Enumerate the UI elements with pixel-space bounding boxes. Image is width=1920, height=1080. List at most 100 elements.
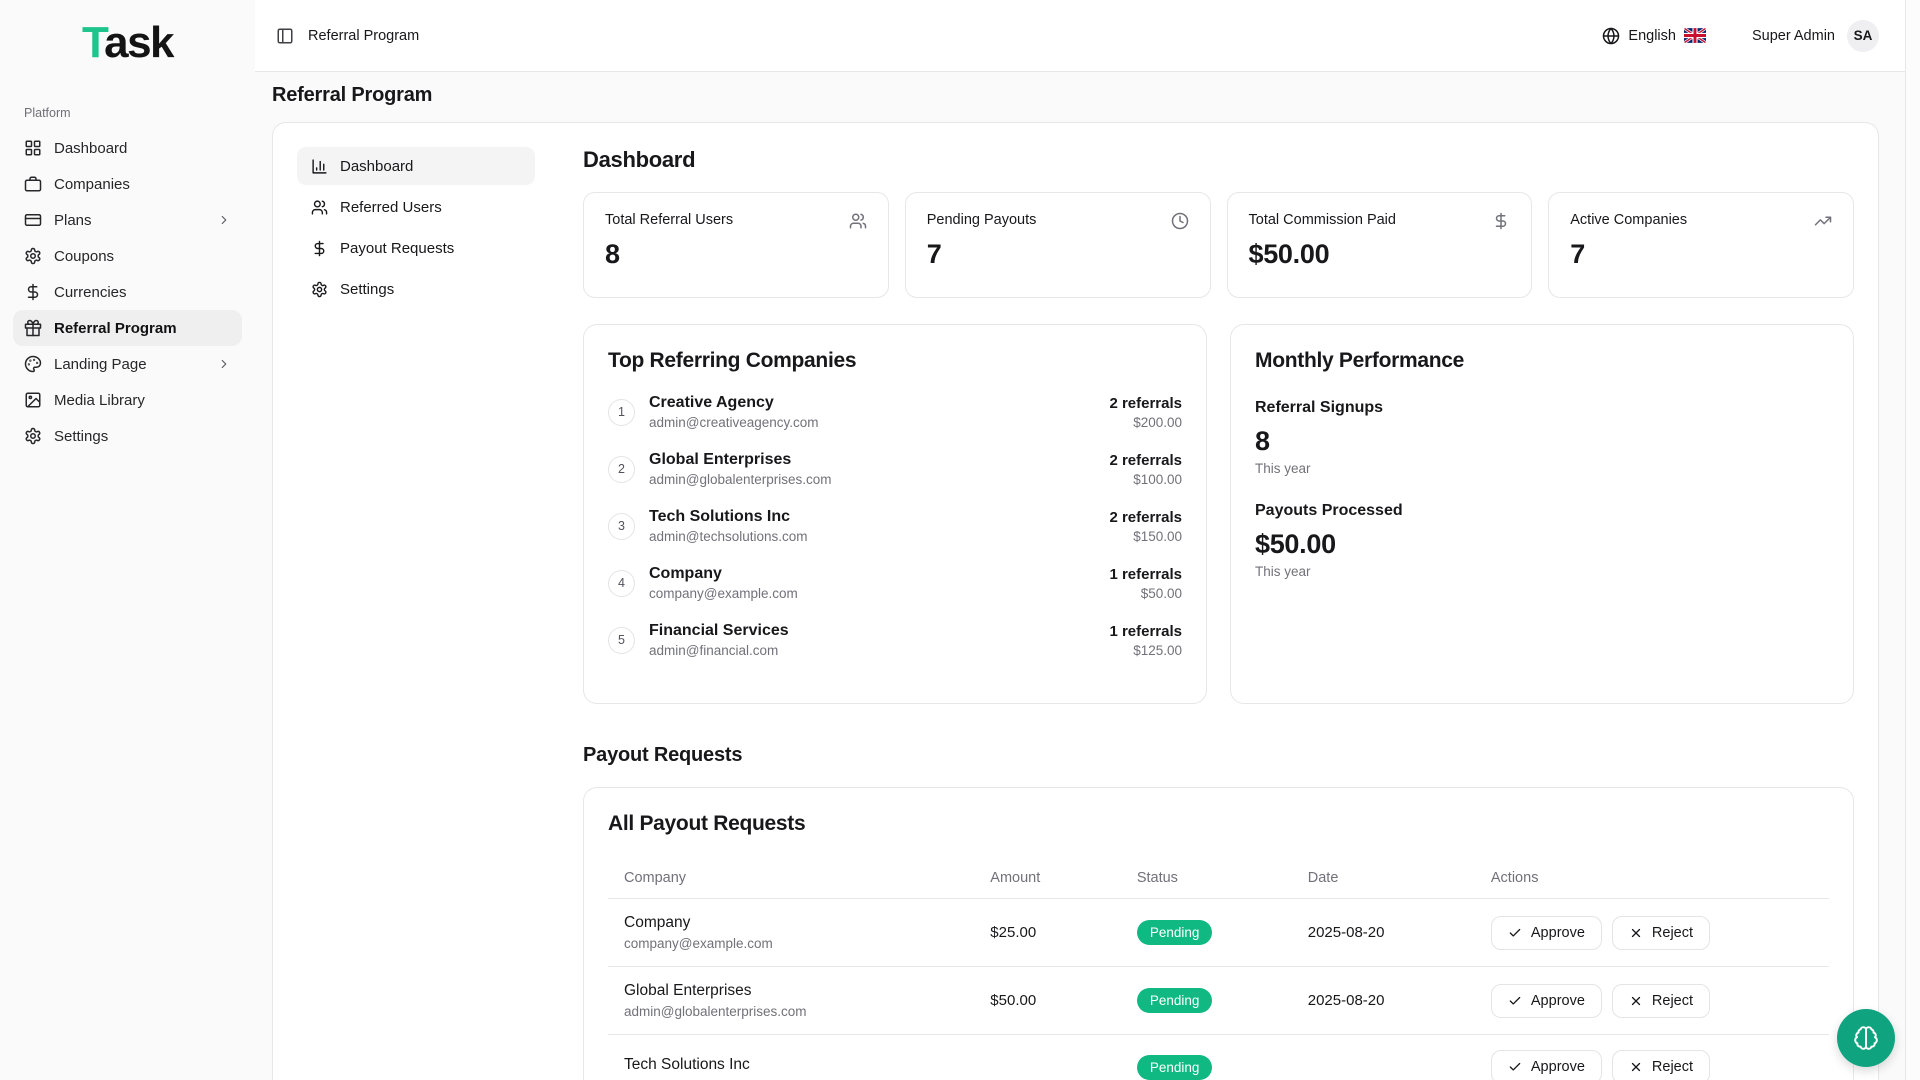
company-name: Financial Services (649, 622, 789, 639)
main-area: Referral Program English Super Admin SA … (255, 0, 1905, 1080)
sidebar-item-settings[interactable]: Settings (13, 418, 242, 454)
stat-label: Active Companies (1570, 212, 1688, 228)
cell-company-name: Company (624, 914, 691, 931)
check-icon (1509, 928, 1521, 937)
sidebar-item-plans[interactable]: Plans (13, 202, 242, 238)
table-row: Company company@example.com $25.00 Pendi… (608, 898, 1829, 967)
dollar-icon (314, 240, 325, 256)
reject-button[interactable]: Reject (1611, 1050, 1711, 1080)
metric-value: $50.00 (1255, 529, 1336, 559)
tab-label: Payout Requests (340, 239, 455, 257)
stat-card-active-companies: Active Companies 7 (1548, 192, 1854, 298)
rank-badge: 4 (608, 569, 635, 597)
top-referring-companies-card: Top Referring Companies 1 Creative Agenc… (583, 324, 1207, 704)
stat-card-pending-payouts: Pending Payouts 7 (904, 192, 1211, 298)
card-title: Monthly Performance (1255, 349, 1465, 372)
breadcrumb: Referral Program (308, 27, 420, 44)
sidebar-item-label: Plans (54, 211, 92, 229)
all-payout-requests-card: All Payout Requests Company Amount Statu… (583, 787, 1854, 1080)
page-content: Referral Program Dashboard Referred User… (255, 72, 1905, 1080)
referral-panel: Dashboard Referred Users Payout Requests… (272, 122, 1879, 1080)
tab-settings[interactable]: Settings (297, 270, 535, 308)
list-item: 1 Creative Agency admin@creativeagency.c… (608, 394, 1182, 430)
gift-icon (24, 319, 42, 337)
rank-badge: 2 (608, 455, 635, 483)
reject-button[interactable]: Reject (1611, 915, 1711, 950)
stat-value: 7 (1570, 239, 1585, 269)
sidebar: Task Platform Dashboard Companies Plans … (0, 0, 255, 1080)
sidebar-item-label: Companies (54, 175, 130, 193)
sidebar-item-companies[interactable]: Companies (13, 166, 242, 202)
sidebar-item-coupons[interactable]: Coupons (13, 238, 242, 274)
referral-amount: $200.00 (1133, 414, 1182, 430)
sidebar-item-landing-page[interactable]: Landing Page (13, 346, 242, 382)
referral-amount: $50.00 (1140, 585, 1182, 601)
logo-rest: ask (104, 18, 174, 67)
chevron-right-icon (221, 359, 227, 369)
reject-button[interactable]: Reject (1611, 983, 1711, 1018)
sidebar-item-currencies[interactable]: Currencies (13, 274, 242, 310)
status-badge: Pending (1136, 1054, 1213, 1080)
header-right: English Super Admin SA (1602, 19, 1879, 52)
metric-label: Referral Signups (1255, 399, 1384, 416)
sidebar-item-label: Coupons (54, 247, 115, 265)
column-header-company: Company (608, 858, 975, 899)
tab-dashboard[interactable]: Dashboard (297, 147, 535, 185)
referral-count: 2 referrals (1109, 508, 1182, 526)
referral-amount: $150.00 (1133, 528, 1182, 544)
sidebar-item-referral-program[interactable]: Referral Program (13, 310, 242, 346)
page-scrollbar[interactable] (1905, 0, 1920, 1080)
company-name: Tech Solutions Inc (649, 508, 791, 525)
dollar-icon (1496, 212, 1507, 230)
sidebar-item-label: Media Library (54, 391, 145, 409)
stat-label: Pending Payouts (926, 212, 1037, 228)
company-name: Global Enterprises (649, 451, 792, 468)
x-icon (1631, 928, 1641, 937)
column-header-date: Date (1291, 858, 1475, 899)
cell-date: 2025-08-20 (1291, 898, 1475, 967)
page-title: Referral Program (272, 84, 433, 106)
language-selector[interactable]: English (1602, 27, 1706, 45)
status-badge: Pending (1136, 920, 1213, 945)
logo-accent-letter: T (81, 18, 106, 67)
company-email: admin@creativeagency.com (649, 415, 819, 430)
column-header-amount: Amount (974, 858, 1121, 899)
cell-amount: $50.00 (974, 966, 1121, 1035)
referral-amount: $125.00 (1133, 642, 1182, 658)
rank-badge: 3 (608, 512, 635, 540)
stat-card-total-referral-users: Total Referral Users 8 (583, 192, 889, 298)
x-icon (1631, 1062, 1641, 1072)
company-email: admin@financial.com (649, 643, 779, 658)
list-item: 4 Company company@example.com 1 referral… (608, 565, 1182, 601)
sidebar-item-label: Settings (54, 427, 109, 445)
sidebar-item-media-library[interactable]: Media Library (13, 382, 242, 418)
x-icon (1631, 996, 1641, 1005)
bar-chart-icon (312, 158, 327, 174)
rank-badge: 5 (608, 626, 635, 654)
approve-button[interactable]: Approve (1490, 915, 1602, 950)
dashboard-heading: Dashboard (583, 147, 696, 172)
user-name: Super Admin (1751, 27, 1835, 44)
sidebar-item-dashboard[interactable]: Dashboard (13, 130, 242, 166)
briefcase-icon (24, 176, 42, 192)
dashboard-content: Dashboard Total Referral Users 8 Pending… (583, 147, 1854, 1080)
sidebar-section-label: Platform (24, 106, 71, 120)
sidebar-item-label: Dashboard (54, 139, 128, 157)
company-name: Creative Agency (649, 394, 774, 411)
check-icon (1509, 996, 1521, 1005)
sidebar-toggle-icon[interactable] (276, 27, 294, 45)
metric-period: This year (1255, 564, 1311, 579)
referral-count: 2 referrals (1109, 451, 1182, 469)
cell-amount: $25.00 (974, 898, 1121, 967)
approve-button[interactable]: Approve (1490, 1050, 1602, 1080)
tab-referred-users[interactable]: Referred Users (297, 188, 535, 226)
tab-payout-requests[interactable]: Payout Requests (297, 229, 535, 267)
cell-amount (974, 1035, 1121, 1080)
status-badge: Pending (1136, 988, 1213, 1013)
approve-button[interactable]: Approve (1490, 983, 1602, 1018)
column-header-status: Status (1120, 858, 1292, 899)
avatar[interactable]: SA (1847, 19, 1879, 52)
stat-value: $50.00 (1248, 239, 1330, 269)
assistant-fab-button[interactable] (1837, 1009, 1895, 1067)
referral-amount: $100.00 (1133, 471, 1182, 487)
